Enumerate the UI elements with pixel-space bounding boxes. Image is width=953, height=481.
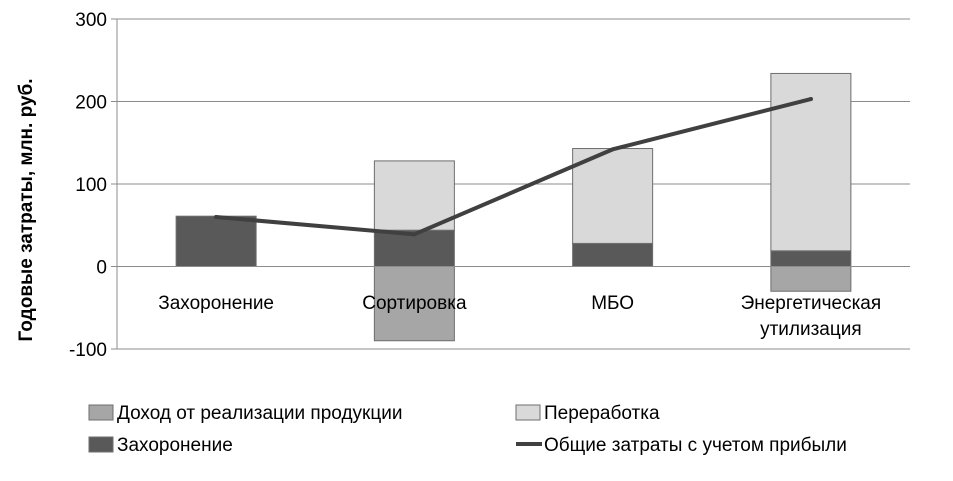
labels-layer: 300 200 100 0 -100 Захоронение Сортировка МБО Эн…: [69, 10, 881, 361]
y-axis-label: Годовые затраты, млн. руб.: [16, 78, 37, 341]
total-cost-point: [412, 232, 417, 237]
bar-segment: [572, 242, 654, 267]
x-category-label: МБО: [591, 293, 634, 314]
legend-label: Доход от реализации продукции: [117, 403, 402, 424]
legend-swatch: [88, 436, 114, 453]
x-category-label: Сортировка: [362, 293, 467, 314]
y-tick-label: 100: [75, 175, 107, 196]
bar-segment: [373, 160, 455, 231]
x-category-label: Захоронение: [158, 293, 274, 314]
bar-segment: [770, 266, 852, 292]
x-category-label: утилизация: [760, 319, 862, 340]
bar-segment: [572, 148, 654, 244]
axes-layer: [111, 18, 910, 350]
bar-segment: [770, 72, 852, 252]
y-tick-label: 0: [96, 258, 107, 279]
y-tick-label: 200: [75, 93, 107, 114]
bar-segment: [175, 215, 257, 268]
total-cost-point: [808, 97, 813, 102]
line-layer: [214, 97, 813, 237]
total-cost-point: [214, 215, 219, 219]
legend-swatch: [515, 404, 541, 421]
y-tick-label: 300: [75, 10, 107, 31]
x-category-label: Энергетическая: [741, 293, 882, 314]
bar-segment: [770, 250, 852, 267]
legend-label: Захоронение: [117, 435, 233, 456]
bars-layer: [175, 72, 852, 342]
y-tick-label: -100: [69, 340, 107, 361]
total-cost-line: [214, 97, 813, 237]
legend-label: Общие затраты с учетом прибыли: [544, 435, 847, 456]
legend-label: Переработка: [544, 403, 660, 424]
legend: Доход от реализации продукции Переработка…: [88, 403, 847, 456]
bar-segment: [373, 266, 455, 342]
legend-swatch: [88, 404, 114, 421]
total-cost-point: [610, 147, 615, 152]
